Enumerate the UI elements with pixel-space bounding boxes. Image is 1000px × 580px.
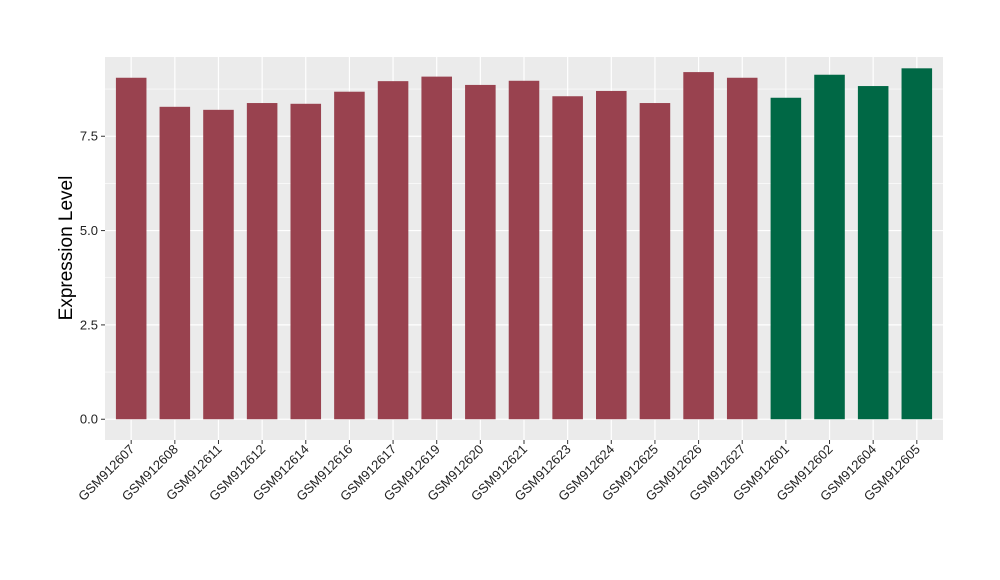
bar [246, 103, 278, 420]
bar [596, 90, 627, 420]
bar [770, 97, 802, 420]
bar [508, 80, 540, 420]
bar [639, 103, 671, 420]
y-tick-label: 5.0 [80, 223, 98, 238]
bar [857, 86, 889, 420]
bar [552, 96, 583, 420]
bar [115, 77, 147, 420]
bar [203, 109, 234, 420]
y-tick-label: 0.0 [80, 412, 98, 427]
y-tick-label: 2.5 [80, 317, 98, 332]
bar [290, 103, 322, 420]
bar [683, 72, 714, 420]
bar [421, 76, 452, 420]
y-axis-title: Expression Level [56, 176, 77, 321]
x-axis: GSM912607GSM912608GSM912611GSM912612GSM9… [75, 440, 923, 504]
bar [465, 84, 496, 420]
bar [377, 81, 409, 420]
bar [159, 106, 191, 420]
bar [334, 91, 365, 420]
y-axis: 0.0 2.5 5.0 7.5 [80, 129, 105, 427]
y-tick-label: 7.5 [80, 129, 98, 144]
bar [726, 77, 758, 420]
bar [901, 68, 933, 420]
bar [814, 74, 845, 420]
bars [115, 68, 933, 420]
